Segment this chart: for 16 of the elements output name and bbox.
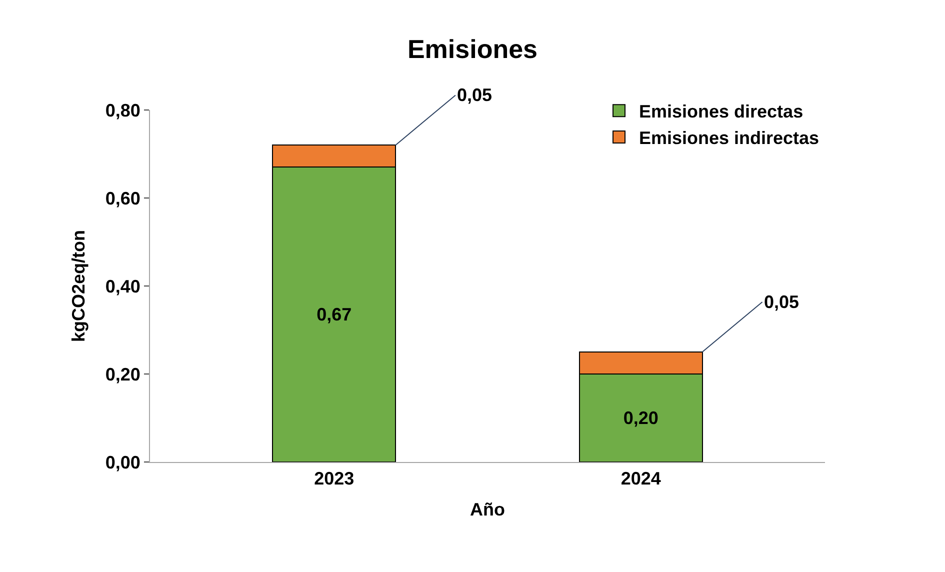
legend-label: Emisiones indirectas xyxy=(639,128,820,148)
y-axis-title: kgCO2eq/ton xyxy=(68,230,89,342)
data-label: 0,05 xyxy=(457,85,492,105)
data-label: 0,67 xyxy=(316,304,352,325)
x-axis-title: Año xyxy=(470,500,505,520)
data-label: 0,20 xyxy=(623,408,658,428)
y-tick-label: 0,00 xyxy=(105,452,140,472)
y-tick-label: 0,80 xyxy=(105,100,140,120)
data-label: 0,05 xyxy=(764,292,800,312)
legend-label: Emisiones directas xyxy=(639,102,804,122)
y-tick-label: 0,20 xyxy=(105,364,140,384)
y-tick-label: 0,40 xyxy=(105,276,140,296)
x-tick-label: 2024 xyxy=(620,468,661,489)
x-tick-label: 2023 xyxy=(314,468,354,489)
chart-title: Emisiones xyxy=(407,34,538,64)
y-tick-label: 0,60 xyxy=(105,188,140,208)
